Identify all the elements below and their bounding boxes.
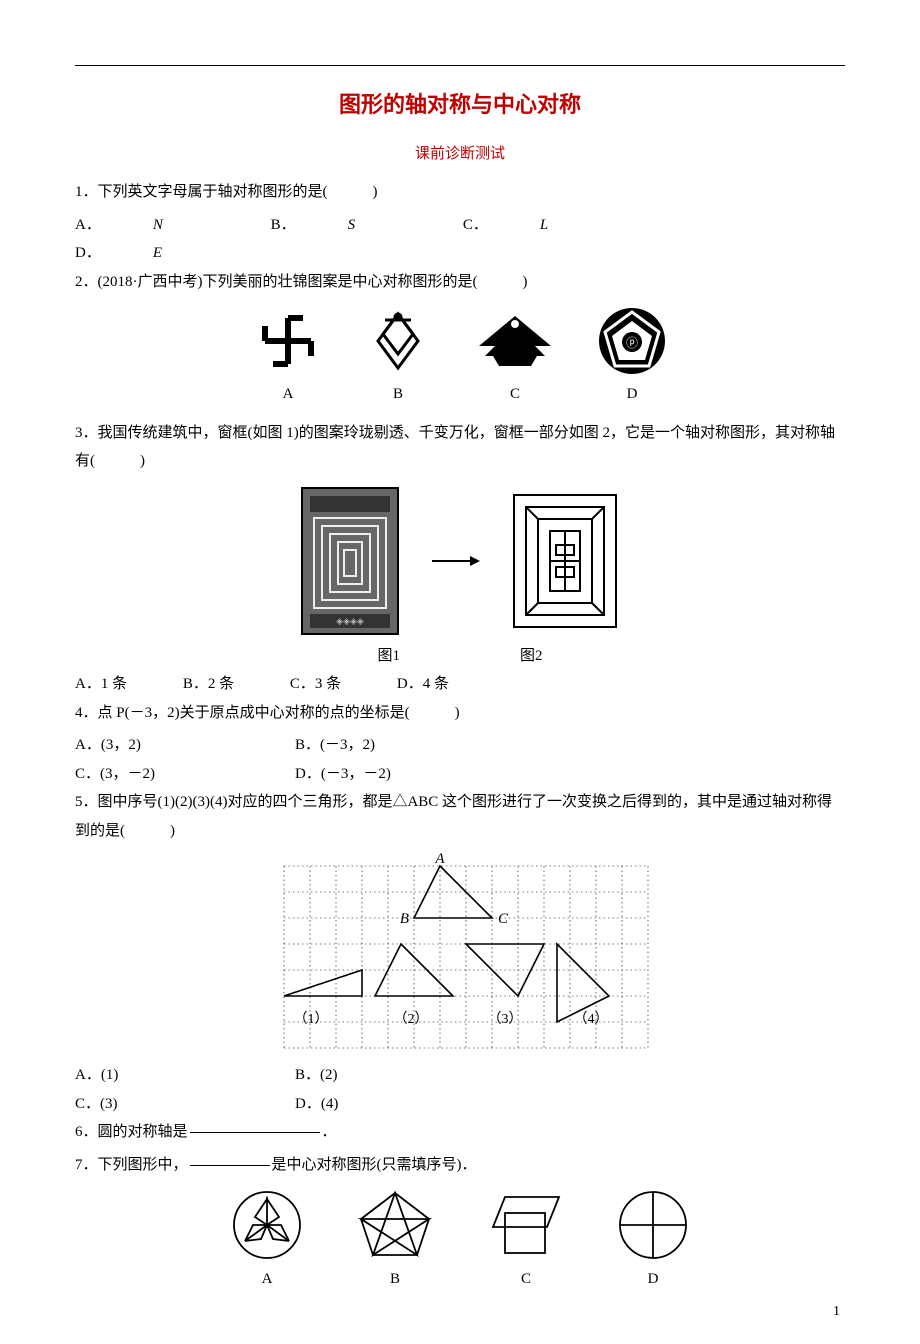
q6-post: ． <box>322 1124 337 1140</box>
q5-point-C: C <box>498 911 509 927</box>
question-1: 1．下列英文字母属于轴对称图形的是( ) <box>75 178 845 207</box>
q1-text: 1．下列英文字母属于轴对称图形的是( ) <box>75 184 378 200</box>
question-2: 2．(2018·广西中考)下列美丽的壮锦图案是中心对称图形的是( ) <box>75 268 845 297</box>
q5-lab1: （1） <box>294 1011 329 1027</box>
q2-figC: C <box>473 306 557 409</box>
question-3: 3．我国传统建筑中，窗框(如图 1)的图案玲珑剔透、千变万化，窗框一部分如图 2… <box>75 419 845 476</box>
q2-labD: D <box>597 380 667 409</box>
q2-labC: C <box>473 380 557 409</box>
q7-figB: B <box>355 1189 435 1294</box>
q7-figC: C <box>487 1189 565 1294</box>
svg-text:ⓟ: ⓟ <box>626 336 638 350</box>
q5-optD: D．(4) <box>295 1090 515 1119</box>
q4-optD: D．(－3，－2) <box>295 760 515 789</box>
q7-labB: B <box>355 1265 435 1294</box>
page-number: 1 <box>833 1299 840 1326</box>
svg-text:◈◈◈◈: ◈◈◈◈ <box>336 616 364 626</box>
q2-figures: A B C ⓟ D <box>75 306 845 409</box>
q7-post: 是中心对称图形(只需填序号)． <box>272 1157 477 1173</box>
q3-fig2-label: 图2 <box>520 642 543 671</box>
arrow-icon <box>430 551 480 571</box>
q1-optB: B．S <box>271 211 408 240</box>
q2-labA: A <box>253 380 323 409</box>
q5-point-A: A <box>434 853 445 867</box>
q7-figA: A <box>231 1189 303 1294</box>
q5-optC: C．(3) <box>75 1090 295 1119</box>
q3-fig-labels: 图1 图2 <box>75 642 845 671</box>
q3-options: A．1 条 B．2 条 C．3 条 D．4 条 <box>75 670 845 699</box>
q5-lab2: （2） <box>394 1011 429 1027</box>
question-7: 7．下列图形中， 是中心对称图形(只需填序号)． <box>75 1151 845 1180</box>
q7-blank <box>190 1165 270 1166</box>
q1-optD: D．E <box>75 239 214 268</box>
q5-figure: A B C （1） （2） （3） （4） <box>75 853 845 1053</box>
q5-options: A．(1) B．(2) C．(3) D．(4) <box>75 1061 845 1118</box>
q5-point-B: B <box>400 911 409 927</box>
q5-optA: A．(1) <box>75 1061 295 1090</box>
q3-optB: B．2 条 <box>183 670 234 699</box>
q7-labA: A <box>231 1265 303 1294</box>
q7-figures: A B C D <box>75 1189 845 1294</box>
q3-fig1: ◈◈◈◈ <box>300 486 400 636</box>
question-5: 5．图中序号(1)(2)(3)(4)对应的四个三角形，都是△ABC 这个图形进行… <box>75 788 845 845</box>
q5-text: 5．图中序号(1)(2)(3)(4)对应的四个三角形，都是△ABC 这个图形进行… <box>75 794 832 839</box>
q5-lab3: （3） <box>488 1011 523 1027</box>
q3-fig1-label: 图1 <box>377 642 400 671</box>
question-4: 4．点 P(－3，2)关于原点成中心对称的点的坐标是( ) <box>75 699 845 728</box>
q3-optD: D．4 条 <box>397 670 449 699</box>
q4-optC: C．(3，－2) <box>75 760 295 789</box>
q3-text: 3．我国传统建筑中，窗框(如图 1)的图案玲珑剔透、千变万化，窗框一部分如图 2… <box>75 425 835 470</box>
q4-optA: A．(3，2) <box>75 731 295 760</box>
q4-options: A．(3，2) B．(－3，2) C．(3，－2) D．(－3，－2) <box>75 731 845 788</box>
q7-figD: D <box>617 1189 689 1294</box>
q1-optA: A．N <box>75 211 215 240</box>
q6-blank <box>190 1132 320 1133</box>
top-rule <box>75 65 845 66</box>
q2-text: 2．(2018·广西中考)下列美丽的壮锦图案是中心对称图形的是( ) <box>75 274 527 290</box>
q5-optB: B．(2) <box>295 1061 515 1090</box>
q2-figD: ⓟ D <box>597 306 667 409</box>
q2-figB: B <box>363 306 433 409</box>
q3-optC: C．3 条 <box>290 670 341 699</box>
q3-optA: A．1 条 <box>75 670 127 699</box>
q5-lab4: （4） <box>574 1011 609 1027</box>
q4-text: 4．点 P(－3，2)关于原点成中心对称的点的坐标是( ) <box>75 705 460 721</box>
q4-optB: B．(－3，2) <box>295 731 515 760</box>
q7-labD: D <box>617 1265 689 1294</box>
doc-title: 图形的轴对称与中心对称 <box>75 84 845 126</box>
q6-pre: 6．圆的对称轴是 <box>75 1124 188 1140</box>
q1-optC: C．L <box>463 211 600 240</box>
q7-pre: 7．下列图形中， <box>75 1157 188 1173</box>
q2-labB: B <box>363 380 433 409</box>
q3-figures: ◈◈◈◈ <box>75 486 845 636</box>
q7-labC: C <box>487 1265 565 1294</box>
q1-options: A．N B．S C．L D．E <box>75 211 845 268</box>
question-6: 6．圆的对称轴是 ． <box>75 1118 845 1147</box>
q3-fig2 <box>510 491 620 631</box>
doc-subtitle: 课前诊断测试 <box>75 140 845 169</box>
q2-figA: A <box>253 306 323 409</box>
